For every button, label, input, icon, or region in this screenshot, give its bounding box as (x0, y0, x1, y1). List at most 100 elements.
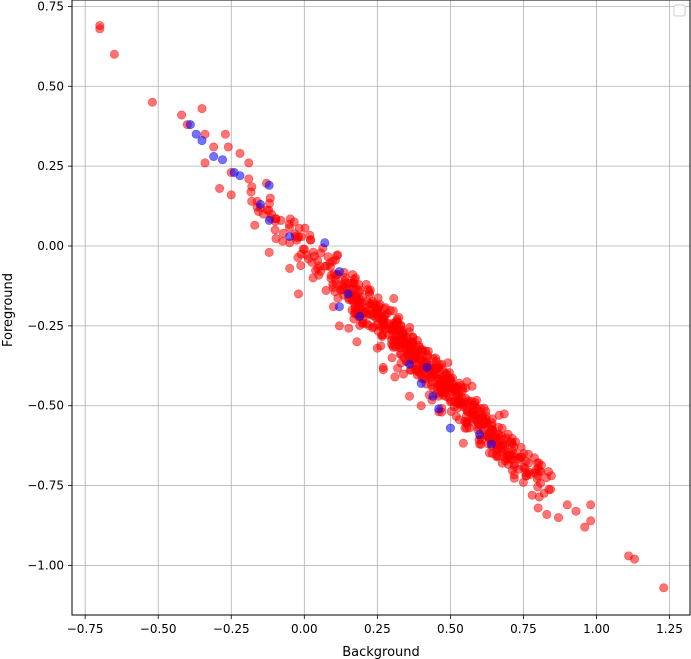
x-tick-label: 0.50 (437, 622, 464, 636)
scatter-point (378, 330, 388, 340)
scatter-point (244, 158, 254, 168)
scatter-point (487, 448, 497, 458)
scatter-point (306, 235, 316, 245)
scatter-point (220, 129, 230, 139)
scatter-point (494, 410, 504, 420)
scatter-point (292, 233, 302, 243)
scatter-point (294, 223, 304, 233)
scatter-point (321, 285, 331, 295)
scatter-point (423, 346, 433, 356)
scatter-point (553, 513, 563, 523)
scatter-point (395, 343, 405, 353)
scatter-point (235, 148, 245, 158)
scatter-point (481, 406, 491, 416)
scatter-point (497, 447, 507, 457)
y-tick-label: −0.50 (27, 399, 64, 413)
scatter-point (358, 292, 368, 302)
scatter-point (330, 274, 340, 284)
scatter-point (285, 263, 295, 273)
x-tick-label: 0.75 (510, 622, 537, 636)
plot-frame (71, 0, 691, 616)
scatter-point (191, 129, 201, 139)
scatter-point (432, 364, 442, 374)
scatter-point (255, 200, 265, 210)
scatter-point (271, 234, 281, 244)
scatter-point (445, 375, 455, 385)
x-axis-label: Background (342, 645, 420, 659)
scatter-point (185, 120, 195, 130)
scatter-point (438, 382, 448, 392)
scatter-point (209, 142, 219, 152)
scatter-point (355, 311, 365, 321)
scatter-point (378, 365, 388, 375)
scatter-point (323, 252, 333, 262)
scatter-point (659, 583, 669, 593)
scatter-point (380, 303, 390, 313)
scatter-point (586, 500, 596, 510)
scatter-point (264, 180, 274, 190)
scatter-point (454, 389, 464, 399)
scatter-point (416, 378, 426, 388)
scatter-point (333, 293, 343, 303)
scatter-point (332, 251, 342, 261)
scatter-point (480, 416, 490, 426)
scatter-point (409, 353, 419, 363)
scatter-point (405, 342, 415, 352)
scatter-point (389, 320, 399, 330)
scatter-point (451, 411, 461, 421)
scatter-point (264, 205, 274, 215)
scatter-point (470, 398, 480, 408)
x-tick-label: 0.00 (291, 622, 318, 636)
scatter-point (475, 429, 485, 439)
y-tick-label: 0.50 (37, 79, 64, 93)
scatter-point (344, 323, 354, 333)
scatter-point (390, 372, 400, 382)
y-tick-label: 0.75 (37, 0, 64, 13)
scatter-point (363, 284, 373, 294)
scatter-point (509, 442, 519, 452)
scatter-point (334, 267, 344, 277)
scatter-point (398, 369, 408, 379)
scatter-point (244, 174, 254, 184)
x-tick-label: −0.25 (213, 622, 250, 636)
scatter-point (387, 353, 397, 363)
y-tick-label: −0.75 (27, 479, 64, 493)
scatter-point (200, 158, 210, 168)
scatter-point (371, 313, 381, 323)
scatter-point (458, 438, 468, 448)
scatter-point (486, 439, 496, 449)
scatter-point (320, 238, 330, 248)
scatter-point (177, 110, 187, 120)
scatter-point (235, 171, 245, 181)
scatter-point (309, 251, 319, 261)
scatter-point (508, 451, 518, 461)
scatter-point (109, 49, 119, 59)
x-tick-label: −0.50 (140, 622, 177, 636)
ticks: −0.75 −0.50 −0.25 0.00 0.25 0.50 0.75 1.00 1.25 0… (27, 0, 683, 636)
scatter-point (434, 404, 444, 414)
scatter-point (348, 270, 358, 280)
scatter-point (562, 500, 572, 510)
scatter-point (542, 509, 552, 519)
scatter-point (364, 321, 374, 331)
scatter-point (404, 359, 414, 369)
scatter-point (422, 362, 432, 372)
scatter-point (197, 104, 207, 114)
scatter-point (533, 503, 543, 513)
scatter-point (197, 136, 207, 146)
y-tick-label: 0.25 (37, 159, 64, 173)
scatter-point (336, 285, 346, 295)
scatter-point (472, 415, 482, 425)
scatter-point (293, 252, 303, 262)
scatter-point (532, 458, 542, 468)
scatter-point (95, 24, 105, 34)
x-tick-label: 1.25 (656, 622, 683, 636)
scatter-point (497, 423, 507, 433)
x-tick-label: 1.00 (583, 622, 610, 636)
scatter-point (486, 424, 496, 434)
scatter-point (509, 473, 519, 483)
scatter-point (334, 302, 344, 312)
scatter-point (365, 298, 375, 308)
scatter-point (416, 401, 426, 411)
